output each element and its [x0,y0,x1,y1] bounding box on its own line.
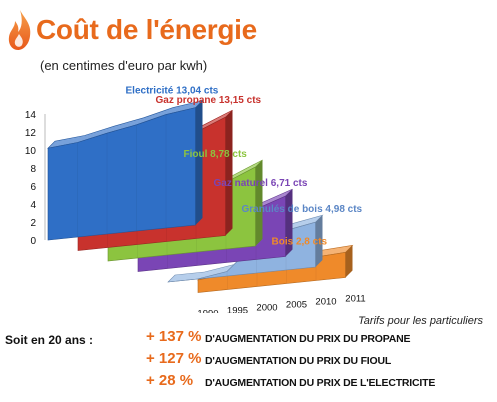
x-tick-label: 2011 [345,294,365,305]
summary-text-fioul: D'AUGMENTATION DU PRIX DU FIOUL [205,355,392,367]
summary-pct-electricite: + 28 % [146,372,194,389]
series-area [47,100,204,241]
summary-pct-fioul: + 127 % [146,350,202,367]
series-layers [47,100,354,293]
source-note: Tarifs pour les particuliers [358,315,483,327]
x-tick-label: 2000 [256,303,277,314]
y-tick-label: 8 [30,164,36,175]
area-chart: 0 2 4 6 8 10 12 14 1990 1995 2000 2005 2010 2011 Boi… [25,86,366,314]
series-label: Gaz naturel 6,71 cts [214,178,308,189]
series-label: Bois 2,8 cts [272,236,328,247]
x-tick-label: 1990 [197,309,218,314]
y-axis: 0 2 4 6 8 10 12 14 [25,110,46,247]
y-tick-label: 12 [25,128,37,139]
flame-icon [8,10,31,50]
y-tick-label: 2 [30,218,36,229]
summary-text-propane: D'AUGMENTATION DU PRIX DU PROPANE [205,333,411,345]
y-tick-label: 14 [25,110,37,121]
y-tick-label: 4 [30,200,36,211]
series-label: Electricité 13,04 cts [126,86,219,97]
series-label: Fioul 8,78 cts [184,149,248,160]
title-block: Coût de l'énergie [6,4,306,54]
summary-text-electricite: D'AUGMENTATION DU PRIX DE L'ELECTRICITE [205,377,436,389]
y-tick-label: 0 [30,236,36,247]
series-label: Gaz propane 13,15 cts [156,95,262,106]
x-tick-label: 2005 [286,300,307,311]
summary-pct-propane: + 137 % [146,328,202,345]
y-tick-label: 10 [25,146,37,157]
y-tick-label: 6 [30,182,36,193]
page-subtitle: (en centimes d'euro par kwh) [40,58,208,73]
summary-lead: Soit en 20 ans : [5,333,94,347]
x-tick-label: 1995 [227,306,248,314]
x-axis: 1990 1995 2000 2005 2010 2011 [197,294,365,314]
series-label: Granulés de bois 4,98 cts [242,204,363,215]
x-tick-label: 2010 [315,297,336,308]
series-labels: Bois 2,8 cts Granulés de bois 4,98 cts Gaz… [126,86,363,248]
page-title: Coût de l'énergie [36,14,257,45]
